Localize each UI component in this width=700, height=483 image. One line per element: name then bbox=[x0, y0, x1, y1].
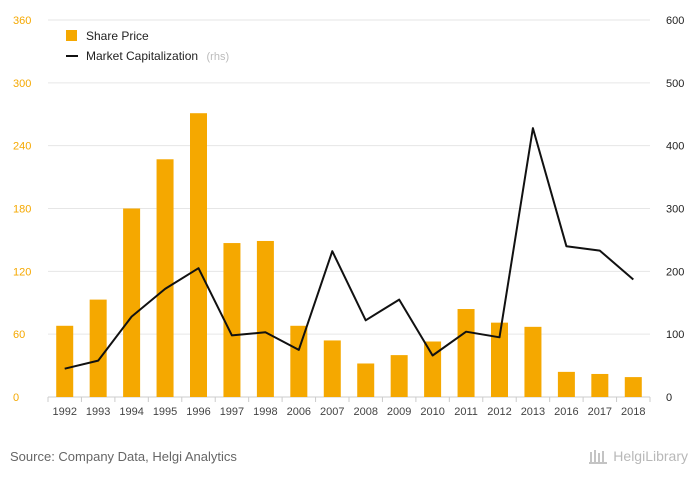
legend: Share Price Market Capitalization (rhs) bbox=[66, 29, 229, 64]
right-tick-label: 300 bbox=[666, 204, 684, 216]
share-price-bars bbox=[56, 113, 642, 398]
source-note: Source: Company Data, Helgi Analytics bbox=[10, 449, 237, 464]
share-price-bar-1995 bbox=[156, 159, 174, 397]
share-price-bar-1994 bbox=[123, 208, 141, 397]
share-price-bar-2013 bbox=[524, 326, 542, 397]
market-cap-line bbox=[64, 127, 634, 370]
left-tick-label: 360 bbox=[13, 15, 31, 27]
legend-label-share-price: Share Price bbox=[86, 29, 149, 43]
left-tick-label: 240 bbox=[13, 141, 31, 153]
left-tick-label: 60 bbox=[13, 329, 25, 341]
combo-chart: 0 60 120 180 240 300 360 0 100 200 300 400 500 600 1… bbox=[13, 15, 684, 418]
left-tick-label: 180 bbox=[13, 204, 31, 216]
brand-logo: HelgiLibrary bbox=[589, 448, 688, 464]
market-cap-polyline bbox=[64, 127, 634, 370]
x-tick-label: 2006 bbox=[287, 406, 311, 418]
share-price-bar-2007 bbox=[323, 340, 341, 397]
share-price-bar-2011 bbox=[457, 309, 475, 397]
legend-swatch-share-price bbox=[66, 30, 77, 41]
right-tick-label: 500 bbox=[666, 78, 684, 90]
x-tick-label: 1994 bbox=[119, 406, 143, 418]
share-price-bar-2008 bbox=[357, 363, 375, 397]
share-price-bar-2018 bbox=[624, 377, 642, 397]
right-axis-ticks: 0 100 200 300 400 500 600 bbox=[666, 15, 684, 404]
x-tick-label: 2008 bbox=[353, 406, 377, 418]
x-tick-label: 2018 bbox=[621, 406, 645, 418]
x-tick-label: 2016 bbox=[554, 406, 578, 418]
share-price-bar-1997 bbox=[223, 243, 241, 397]
share-price-bar-2010 bbox=[424, 341, 442, 397]
x-tick-label: 2012 bbox=[487, 406, 511, 418]
left-tick-label: 120 bbox=[13, 266, 31, 278]
x-axis-ticks: 1992 1993 1994 1995 1996 1997 1998 2006 2007 2008… bbox=[47, 397, 651, 418]
x-tick-label: 2010 bbox=[420, 406, 444, 418]
x-tick-label: 1996 bbox=[186, 406, 210, 418]
right-tick-label: 600 bbox=[666, 15, 684, 27]
share-price-bar-2006 bbox=[290, 325, 308, 397]
x-tick-label: 1998 bbox=[253, 406, 277, 418]
right-tick-label: 0 bbox=[666, 392, 672, 404]
share-price-bar-1992 bbox=[56, 325, 74, 397]
right-tick-label: 100 bbox=[666, 329, 684, 341]
left-tick-label: 300 bbox=[13, 78, 31, 90]
x-tick-label: 2011 bbox=[454, 406, 478, 418]
legend-label-market-cap: Market Capitalization (rhs) bbox=[86, 47, 229, 64]
brand-name: HelgiLibrary bbox=[613, 448, 688, 464]
right-tick-label: 200 bbox=[666, 266, 684, 278]
library-icon bbox=[589, 450, 608, 464]
x-tick-label: 1997 bbox=[220, 406, 244, 418]
left-axis-ticks: 0 60 120 180 240 300 360 bbox=[13, 15, 31, 404]
x-tick-label: 1995 bbox=[153, 406, 177, 418]
share-price-bar-2009 bbox=[390, 355, 408, 397]
x-tick-label: 1992 bbox=[52, 406, 76, 418]
share-price-bar-2016 bbox=[557, 371, 575, 397]
share-price-bar-1993 bbox=[89, 299, 107, 397]
x-tick-label: 1993 bbox=[86, 406, 110, 418]
share-price-bar-1996 bbox=[190, 113, 207, 398]
right-tick-label: 400 bbox=[666, 141, 684, 153]
share-price-bar-2012 bbox=[491, 322, 508, 397]
x-tick-label: 2017 bbox=[588, 406, 612, 418]
x-tick-label: 2009 bbox=[387, 406, 411, 418]
x-tick-label: 2007 bbox=[320, 406, 344, 418]
share-price-bar-1998 bbox=[256, 240, 274, 397]
left-tick-label: 0 bbox=[13, 392, 19, 404]
x-tick-label: 2013 bbox=[521, 406, 545, 418]
share-price-bar-2017 bbox=[591, 373, 609, 397]
